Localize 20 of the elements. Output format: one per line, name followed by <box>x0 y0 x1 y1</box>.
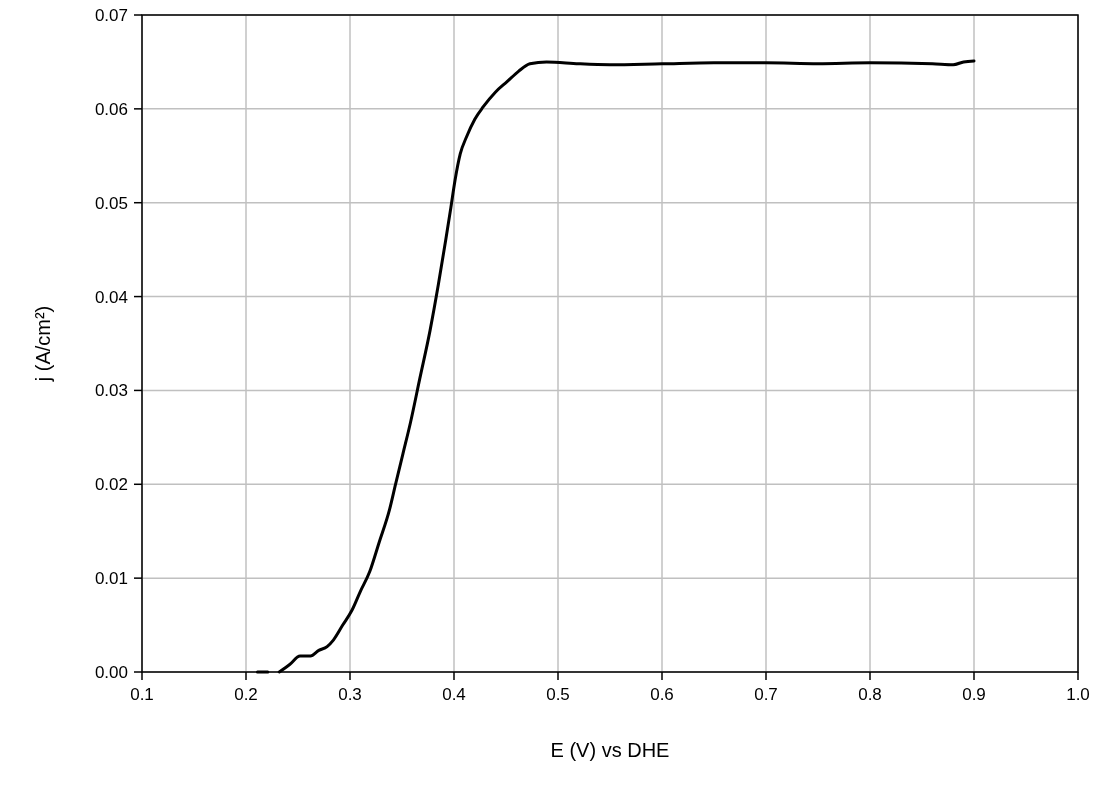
x-tick-label: 1.0 <box>1066 685 1090 704</box>
x-tick-label: 0.4 <box>442 685 466 704</box>
x-tick-label: 0.8 <box>858 685 882 704</box>
y-axis-title: j (A/cm²) <box>32 305 54 383</box>
y-tick-label: 0.00 <box>94 662 128 682</box>
y-tick-label: 0.07 <box>94 5 128 25</box>
x-tick-label: 0.2 <box>234 685 258 704</box>
x-tick-label: 0.3 <box>338 685 362 704</box>
y-tick-label: 0.04 <box>94 287 128 307</box>
y-tick-label: 0.05 <box>94 193 128 213</box>
x-tick-label: 0.1 <box>130 685 154 704</box>
x-tick-label: 0.6 <box>650 685 674 704</box>
y-tick-label: 0.06 <box>94 99 128 119</box>
x-tick-label: 0.7 <box>754 685 778 704</box>
y-tick-label: 0.01 <box>94 569 128 589</box>
x-tick-label: 0.5 <box>546 685 570 704</box>
x-axis-title: E (V) vs DHE <box>550 739 670 761</box>
y-tick-label: 0.03 <box>94 381 128 401</box>
y-tick-label: 0.02 <box>94 475 128 495</box>
x-tick-label: 0.9 <box>962 685 986 704</box>
